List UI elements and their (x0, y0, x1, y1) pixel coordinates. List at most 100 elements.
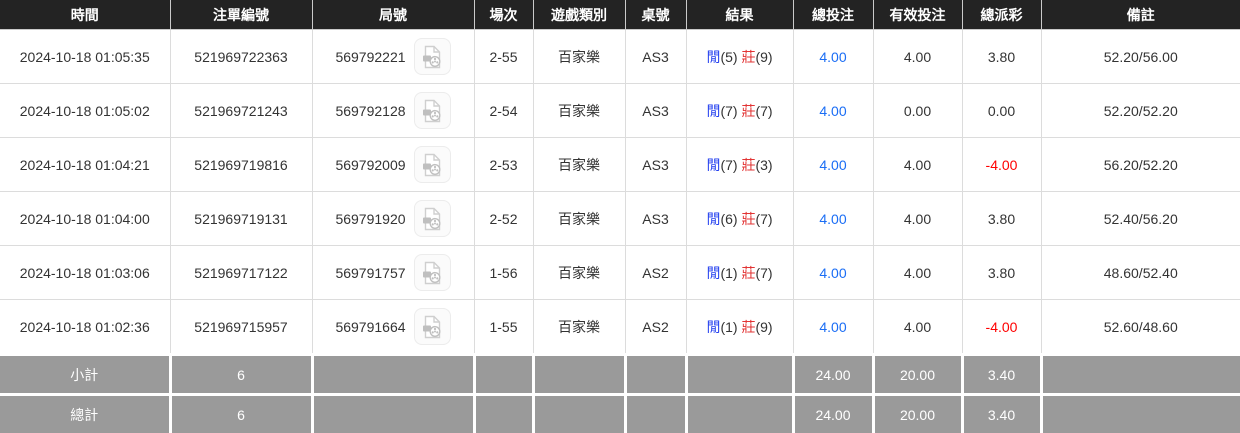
cell-remark: 52.60/48.60 (1041, 300, 1240, 355)
result-player-label: 閒 (706, 211, 720, 227)
cell-game_type: 百家樂 (533, 138, 625, 192)
round-cell: 569792009 (313, 138, 474, 191)
cell-result: 閒(5) 莊(9) (686, 30, 793, 84)
cell-round_id: 569792128 (312, 84, 474, 138)
cell-table_no: AS3 (625, 138, 686, 192)
cell-total_bet: 4.00 (793, 138, 873, 192)
result-banker-score: (9) (755, 49, 772, 65)
result-banker-label: 莊 (741, 49, 755, 65)
summary-cell-remark (1041, 395, 1240, 433)
cell-round_id: 569792221 (312, 30, 474, 84)
cell-game_type: 百家樂 (533, 30, 625, 84)
result-player-score: (7) (720, 103, 741, 119)
summary-cell-total_payout: 3.40 (962, 355, 1041, 395)
summary-cell-session (474, 395, 533, 433)
round-cell: 569791757 (313, 246, 474, 299)
video-replay-button[interactable] (414, 254, 451, 291)
result-player-score: (1) (720, 319, 741, 335)
cell-remark: 52.20/52.20 (1041, 84, 1240, 138)
summary-cell-remark (1041, 355, 1240, 395)
round-cell: 569792221 (313, 30, 474, 83)
video-replay-button[interactable] (414, 92, 451, 129)
result-player-score: (1) (720, 265, 741, 281)
round-number: 569792009 (335, 157, 405, 173)
result-banker-score: (7) (755, 265, 772, 281)
summary-cell-total_bet: 24.00 (793, 355, 873, 395)
video-replay-button[interactable] (414, 146, 451, 183)
result-player-label: 閒 (706, 103, 720, 119)
cell-total_bet: 4.00 (793, 84, 873, 138)
summary-label: 小計 (0, 355, 170, 395)
cell-table_no: AS2 (625, 300, 686, 355)
cell-session: 2-55 (474, 30, 533, 84)
cell-result: 閒(1) 莊(7) (686, 246, 793, 300)
column-header-remark: 備註 (1041, 0, 1240, 30)
round-number: 569791920 (335, 211, 405, 227)
cell-total_payout: 3.80 (962, 246, 1041, 300)
summary-cell-game_type (533, 395, 625, 433)
cell-round_id: 569791664 (312, 300, 474, 355)
summary-count: 6 (170, 395, 312, 433)
summary-cell-round_id (312, 395, 474, 433)
result-banker-label: 莊 (741, 157, 755, 173)
cell-valid_bet: 4.00 (873, 138, 962, 192)
cell-time: 2024-10-18 01:05:35 (0, 30, 170, 84)
cell-table_no: AS2 (625, 246, 686, 300)
result-banker-score: (7) (755, 211, 772, 227)
column-header-table_no: 桌號 (625, 0, 686, 30)
video-replay-button[interactable] (414, 38, 451, 75)
cell-time: 2024-10-18 01:04:21 (0, 138, 170, 192)
cell-bet_id: 521969717122 (170, 246, 312, 300)
cell-valid_bet: 4.00 (873, 246, 962, 300)
column-header-time: 時間 (0, 0, 170, 30)
result-player-score: (6) (720, 211, 741, 227)
result-banker-label: 莊 (741, 265, 755, 281)
summary-cell-table_no (625, 355, 686, 395)
column-header-bet_id: 注單編號 (170, 0, 312, 30)
cell-remark: 48.60/52.40 (1041, 246, 1240, 300)
video-replay-button[interactable] (414, 200, 451, 237)
cell-remark: 56.20/52.20 (1041, 138, 1240, 192)
round-number: 569792128 (335, 103, 405, 119)
video-replay-icon (420, 153, 444, 177)
cell-session: 2-53 (474, 138, 533, 192)
column-header-valid_bet: 有效投注 (873, 0, 962, 30)
result-banker-score: (3) (755, 157, 772, 173)
cell-round_id: 569792009 (312, 138, 474, 192)
column-header-session: 場次 (474, 0, 533, 30)
cell-bet_id: 521969715957 (170, 300, 312, 355)
cell-session: 1-55 (474, 300, 533, 355)
video-replay-button[interactable] (414, 308, 451, 345)
summary-cell-total_bet: 24.00 (793, 395, 873, 433)
summary-cell-session (474, 355, 533, 395)
cell-total_bet: 4.00 (793, 246, 873, 300)
column-header-game_type: 遊戲類別 (533, 0, 625, 30)
cell-game_type: 百家樂 (533, 246, 625, 300)
result-banker-label: 莊 (741, 319, 755, 335)
round-number: 569791664 (335, 319, 405, 335)
table-header: 時間注單編號局號場次遊戲類別桌號結果總投注有效投注總派彩備註 (0, 0, 1240, 30)
cell-total_payout: -4.00 (962, 138, 1041, 192)
header-row: 時間注單編號局號場次遊戲類別桌號結果總投注有效投注總派彩備註 (0, 0, 1240, 30)
cell-bet_id: 521969722363 (170, 30, 312, 84)
summary-cell-result (686, 355, 793, 395)
summary-cell-valid_bet: 20.00 (873, 395, 962, 433)
video-replay-icon (420, 315, 444, 339)
summary-count: 6 (170, 355, 312, 395)
cell-time: 2024-10-18 01:04:00 (0, 192, 170, 246)
cell-total_bet: 4.00 (793, 300, 873, 355)
cell-valid_bet: 0.00 (873, 84, 962, 138)
video-replay-icon (420, 207, 444, 231)
round-cell: 569791920 (313, 192, 474, 245)
cell-round_id: 569791757 (312, 246, 474, 300)
result-banker-score: (7) (755, 103, 772, 119)
cell-valid_bet: 4.00 (873, 192, 962, 246)
result-banker-score: (9) (755, 319, 772, 335)
